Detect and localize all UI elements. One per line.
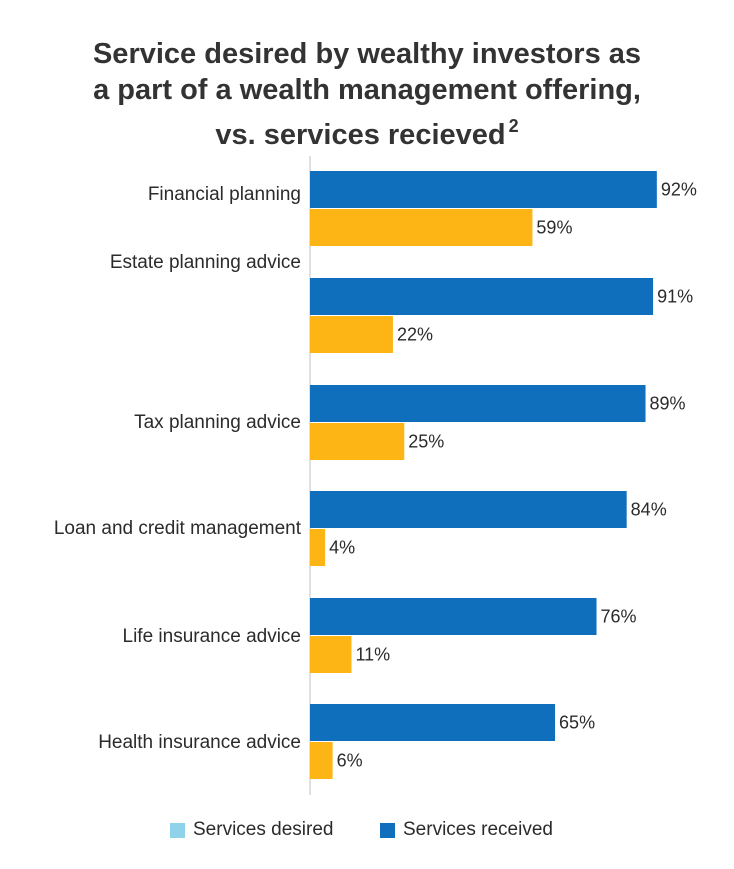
chart-title-line-1: Service desired by wealthy investors as bbox=[92, 38, 642, 70]
chart-title-line-3: vs. services recieved 2 bbox=[0, 108, 734, 153]
data-label-series-2-life-insurance-advice: 11% bbox=[355, 644, 390, 664]
category-label-tax-planning-advice: Tax planning advice bbox=[134, 412, 301, 433]
data-label-received-life-insurance-advice: 76% bbox=[601, 606, 637, 626]
legend-label-services-received: Services received bbox=[403, 819, 553, 840]
bar-series-2-life-insurance-advice bbox=[310, 636, 352, 673]
category-label-estate-planning-advice: Estate planning advice bbox=[110, 252, 301, 273]
legend-label-services-desired: Services desired bbox=[193, 819, 334, 840]
data-label-received-loan-and-credit-management: 84% bbox=[631, 499, 667, 519]
bar-received-tax-planning-advice bbox=[310, 385, 646, 422]
bar-series-2-financial-planning bbox=[310, 209, 533, 246]
bar-series-2-health-insurance-advice bbox=[310, 742, 333, 779]
bar-received-loan-and-credit-management bbox=[310, 491, 627, 528]
bar-series-2-loan-and-credit-management bbox=[310, 529, 326, 566]
bar-received-health-insurance-advice bbox=[310, 704, 556, 741]
category-label-financial-planning: Financial planning bbox=[148, 184, 301, 205]
bar-received-financial-planning bbox=[310, 171, 657, 208]
legend-swatch-services-desired bbox=[170, 822, 185, 838]
legend-item-services-received: Services received bbox=[380, 815, 553, 845]
category-label-health-insurance-advice: Health insurance advice bbox=[98, 732, 301, 753]
legend-item-services-desired: Services desired bbox=[170, 815, 333, 845]
data-label-series-2-estate-planning-advice: 22% bbox=[397, 324, 433, 344]
data-label-series-2-health-insurance-advice: 6% bbox=[337, 750, 363, 770]
data-label-received-tax-planning-advice: 89% bbox=[650, 393, 686, 413]
chart-title: Service desired by wealthy investors as … bbox=[0, 36, 734, 153]
data-label-received-health-insurance-advice: 65% bbox=[559, 712, 595, 732]
data-label-series-2-tax-planning-advice: 25% bbox=[408, 431, 444, 451]
chart-legend: Services desired Services received bbox=[0, 815, 734, 845]
bar-series-2-estate-planning-advice bbox=[310, 316, 393, 353]
chart-title-line-2: a part of a wealth management offering, bbox=[93, 74, 641, 106]
bar-series-2-tax-planning-advice bbox=[310, 423, 405, 460]
data-label-received-financial-planning: 92% bbox=[661, 179, 697, 199]
data-label-received-estate-planning-advice: 91% bbox=[657, 286, 693, 306]
category-label-loan-and-credit-management: Loan and credit management bbox=[54, 518, 302, 539]
chart-title-line-3-text: vs. services recieved bbox=[215, 119, 506, 151]
category-label-life-insurance-advice: Life insurance advice bbox=[123, 626, 302, 647]
title-footnote-marker: 2 bbox=[508, 116, 519, 136]
data-label-series-2-financial-planning: 59% bbox=[536, 217, 572, 237]
legend-swatch-services-received bbox=[380, 822, 395, 838]
bar-received-life-insurance-advice bbox=[310, 598, 597, 635]
bar-received-estate-planning-advice bbox=[310, 278, 654, 315]
data-label-series-2-loan-and-credit-management: 4% bbox=[329, 537, 355, 557]
